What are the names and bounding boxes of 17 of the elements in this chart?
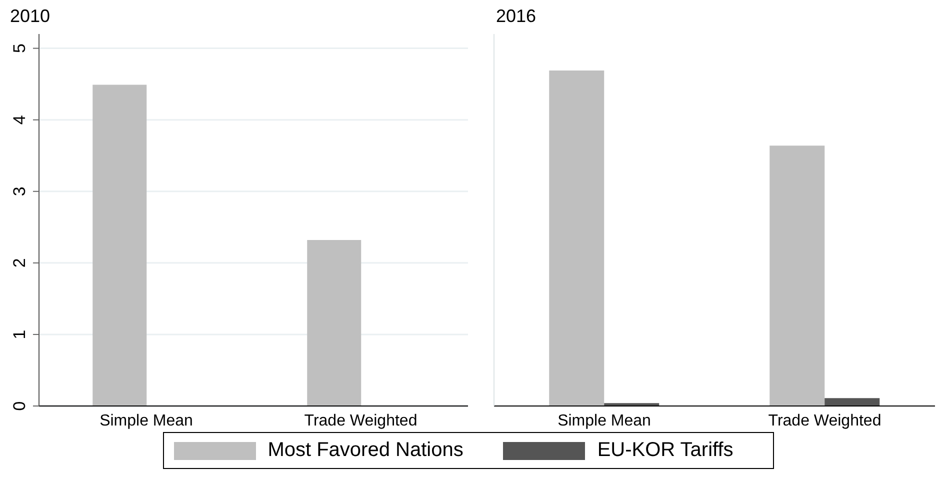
y-tick-label: 0 bbox=[10, 401, 29, 411]
y-tick-label: 3 bbox=[10, 186, 29, 196]
legend-label: EU-KOR Tariffs bbox=[597, 439, 734, 462]
y-tick-label: 1 bbox=[10, 330, 29, 340]
x-tick-label: Simple Mean bbox=[558, 412, 651, 430]
y-tick-label: 5 bbox=[10, 44, 29, 54]
bar bbox=[824, 398, 880, 406]
chart-title: 2016 bbox=[496, 6, 536, 27]
x-tick-label: Trade Weighted bbox=[304, 412, 418, 430]
bar bbox=[549, 70, 604, 406]
x-tick-label: Simple Mean bbox=[100, 412, 193, 430]
chart-title: 2010 bbox=[10, 6, 50, 27]
y-tick-label: 4 bbox=[10, 115, 29, 125]
bar bbox=[770, 146, 825, 406]
y-tick-label: 2 bbox=[10, 258, 29, 268]
legend-label: Most Favored Nations bbox=[268, 439, 464, 462]
x-tick-label: Trade Weighted bbox=[768, 412, 882, 430]
